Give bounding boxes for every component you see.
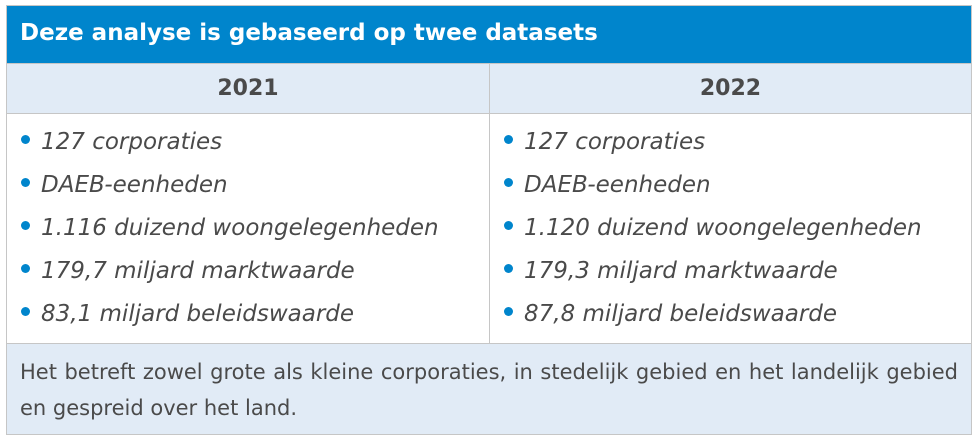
- dataset-2021: 127 corporaties DAEB-eenheden 1.116 duizen…: [7, 114, 490, 343]
- datasets-table: Deze analyse is gebaseerd op twee datase…: [6, 5, 972, 435]
- bullet-icon: [21, 221, 30, 230]
- list-item: 83,1 miljard beleidswaarde: [21, 294, 489, 337]
- list-item: 127 corporaties: [21, 122, 489, 165]
- list-item: 179,3 miljard marktwaarde: [504, 251, 971, 294]
- dataset-2022: 127 corporaties DAEB-eenheden 1.120 duizen…: [490, 114, 971, 343]
- list-item-text: 87,8 miljard beleidswaarde: [524, 301, 838, 327]
- list-item: DAEB-eenheden: [21, 165, 489, 208]
- list-item-text: DAEB-eenheden: [41, 172, 228, 198]
- year-header-row: 2021 2022: [7, 63, 971, 114]
- bullet-icon: [504, 178, 513, 187]
- bullet-icon: [21, 307, 30, 316]
- bullet-icon: [504, 135, 513, 144]
- list-item: 127 corporaties: [504, 122, 971, 165]
- list-item: 1.116 duizend woongelegenheden: [21, 208, 489, 251]
- bullet-icon: [504, 307, 513, 316]
- list-item-text: DAEB-eenheden: [524, 172, 711, 198]
- list-item-text: 1.116 duizend woongelegenheden: [41, 215, 439, 241]
- list-item-text: 127 corporaties: [524, 129, 706, 155]
- bullet-icon: [21, 264, 30, 273]
- footer-note: Het betreft zowel grote als kleine corpo…: [7, 343, 971, 434]
- list-item: DAEB-eenheden: [504, 165, 971, 208]
- year-2022-header: 2022: [699, 76, 762, 101]
- list-item: 1.120 duizend woongelegenheden: [504, 208, 971, 251]
- list-item: 179,7 miljard marktwaarde: [21, 251, 489, 294]
- table-title: Deze analyse is gebaseerd op twee datase…: [7, 6, 971, 63]
- list-item-text: 179,3 miljard marktwaarde: [524, 258, 838, 284]
- year-2021-header: 2021: [7, 64, 490, 113]
- dataset-row: 127 corporaties DAEB-eenheden 1.116 duizen…: [7, 114, 971, 343]
- list-item: 87,8 miljard beleidswaarde: [504, 294, 971, 337]
- bullet-icon: [21, 178, 30, 187]
- list-item-text: 1.120 duizend woongelegenheden: [524, 215, 922, 241]
- list-item-text: 179,7 miljard marktwaarde: [41, 258, 355, 284]
- bullet-icon: [504, 221, 513, 230]
- bullet-icon: [21, 135, 30, 144]
- bullet-icon: [504, 264, 513, 273]
- list-item-text: 127 corporaties: [41, 129, 223, 155]
- list-item-text: 83,1 miljard beleidswaarde: [41, 301, 355, 327]
